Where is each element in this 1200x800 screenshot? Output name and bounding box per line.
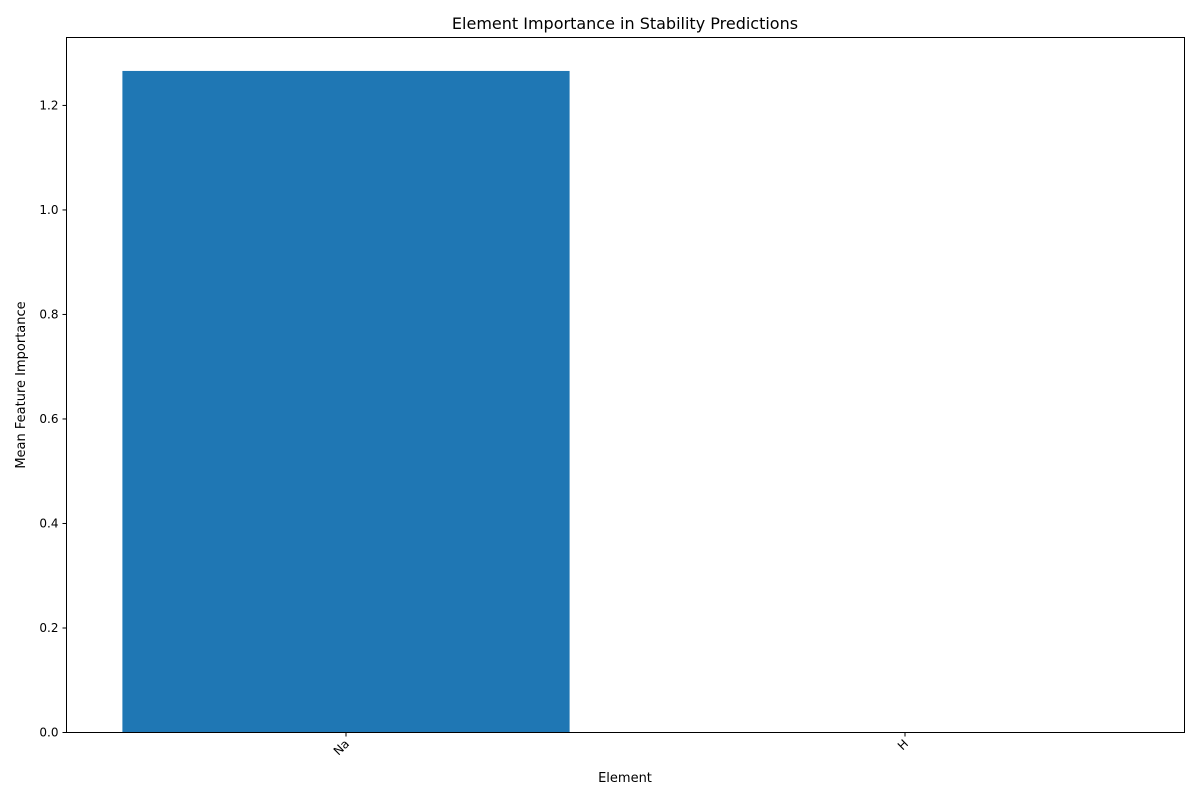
y-axis: 0.0 0.2 0.4 0.6 0.8 1.0 1.2 [39,98,67,740]
bar-Na [122,70,570,733]
x-tick-label-H: H [895,737,911,753]
x-tick-label-Na: Na [331,737,352,758]
x-axis: Na H [331,732,911,758]
y-tick-label: 0.4 [39,516,58,530]
y-tick-label: 0.8 [39,307,58,321]
x-axis-label: Element [598,771,652,786]
y-axis-label: Mean Feature Importance [14,301,29,468]
y-tick-label: 0.0 [39,726,58,740]
bars-group [122,70,570,733]
plot-frame [66,37,1185,733]
y-tick-label: 1.0 [39,203,58,217]
y-tick-label: 1.2 [39,98,58,112]
y-tick-label: 0.2 [39,621,58,635]
y-tick-label: 0.6 [39,412,58,426]
chart-title: Element Importance in Stability Predicti… [452,14,798,33]
